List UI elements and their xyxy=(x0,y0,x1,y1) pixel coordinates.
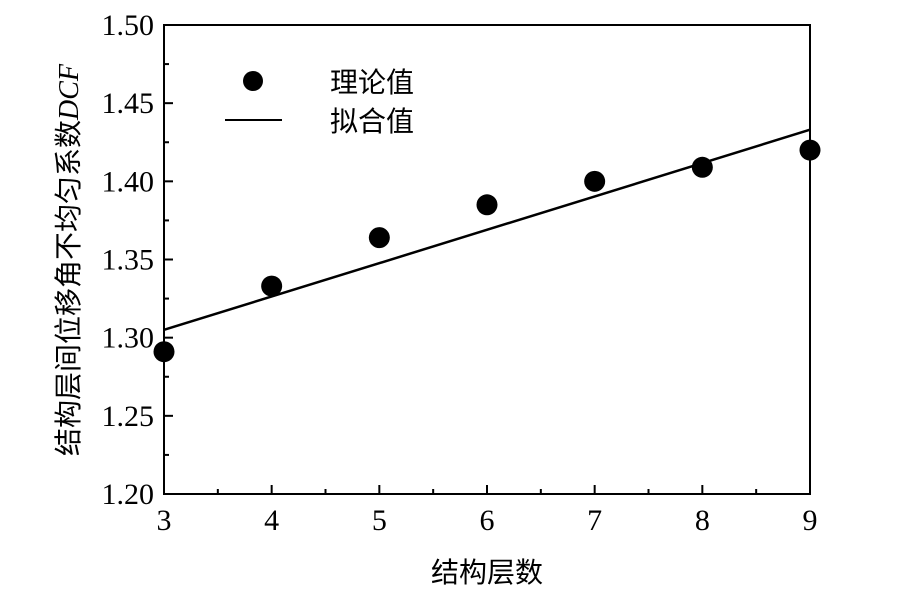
fitted-line xyxy=(163,128,811,332)
plot-frame xyxy=(163,24,811,495)
y-axis-title: 结构层间位移角不均匀系数DCF xyxy=(52,63,85,456)
y-tick-label: 1.40 xyxy=(102,165,155,198)
y-axis-ticks xyxy=(164,24,173,495)
legend-marker-theoretical xyxy=(243,71,263,91)
y-tick-label: 1.45 xyxy=(102,87,155,120)
x-tick-label: 6 xyxy=(480,504,495,537)
y-tick-label: 1.20 xyxy=(102,478,155,511)
x-tick-label: 8 xyxy=(695,504,710,537)
theoretical-point xyxy=(368,227,390,249)
theoretical-point xyxy=(691,156,713,178)
x-tick-label: 3 xyxy=(157,504,172,537)
x-tick-label: 7 xyxy=(587,504,602,537)
series-layer xyxy=(153,128,821,363)
x-axis-title: 结构层数 xyxy=(431,556,543,589)
x-tick-label: 4 xyxy=(264,504,279,537)
legend-label-theoretical: 理论值 xyxy=(330,66,414,99)
theoretical-point xyxy=(584,170,606,192)
x-tick-label: 9 xyxy=(803,504,818,537)
theoretical-point xyxy=(476,194,498,216)
y-tick-label: 1.50 xyxy=(102,9,155,42)
legend-label-fitted: 拟合值 xyxy=(330,105,414,138)
theoretical-point xyxy=(261,275,283,297)
y-tick-label: 1.35 xyxy=(102,244,155,277)
x-axis-ticks xyxy=(163,485,811,494)
x-tick-label: 5 xyxy=(372,504,387,537)
y-axis-title-text: 结构层间位移角不均匀系数 xyxy=(52,120,85,456)
y-tick-label: 1.25 xyxy=(102,400,155,433)
y-tick-label: 1.30 xyxy=(102,322,155,355)
theoretical-point xyxy=(799,139,821,161)
x-axis-tick-labels: 3 4 5 6 7 8 9 xyxy=(157,504,818,537)
y-axis-tick-labels: 1.20 1.25 1.30 1.35 1.40 1.45 1.50 xyxy=(102,9,155,511)
theoretical-point xyxy=(153,341,175,363)
y-axis-title-symbol: DCF xyxy=(54,63,85,121)
legend: 理论值 拟合值 xyxy=(225,66,414,138)
